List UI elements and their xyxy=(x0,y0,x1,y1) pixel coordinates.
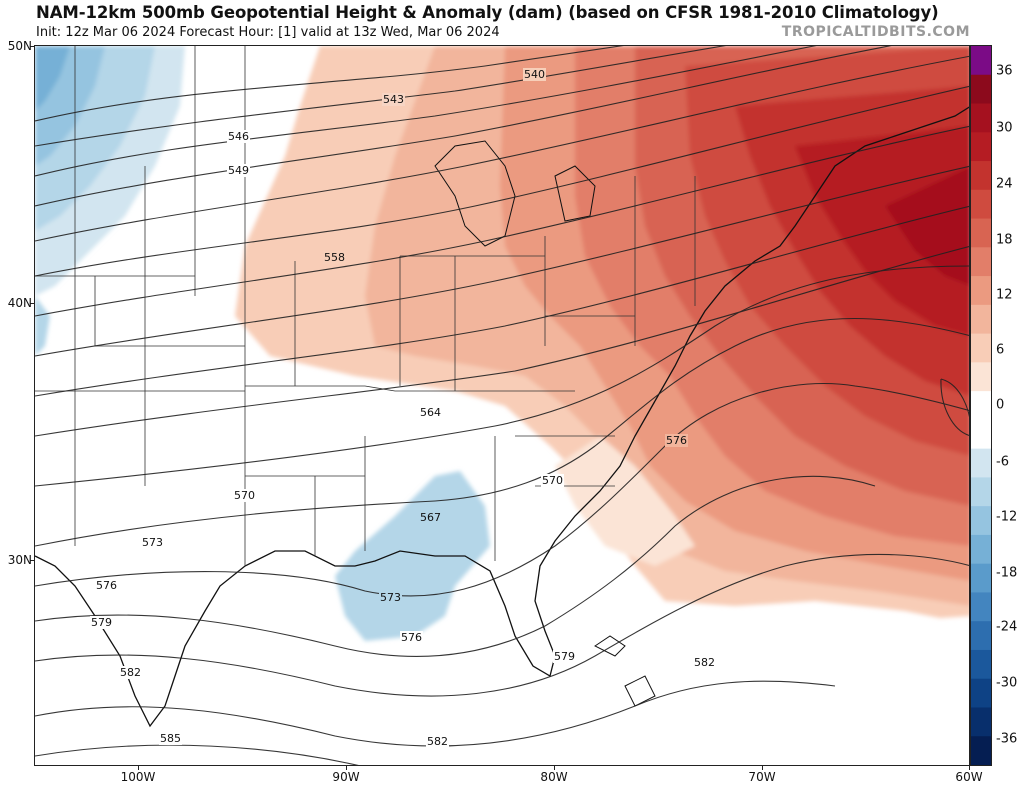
colorbar-swatch xyxy=(971,477,991,507)
colorbar-svg xyxy=(971,46,991,766)
colorbar-label: -12 xyxy=(996,509,1018,525)
colorbar-swatch xyxy=(971,592,991,622)
lon-label-70w: 70W xyxy=(748,770,776,784)
colorbar-label: 18 xyxy=(996,232,1013,248)
colorbar-swatch xyxy=(971,448,991,478)
height-contours xyxy=(35,46,969,765)
colorbar-swatch xyxy=(971,74,991,105)
lon-label-100w: 100W xyxy=(120,770,156,784)
contour-label: 579 xyxy=(90,616,113,629)
lat-tick xyxy=(30,303,34,304)
colorbar-swatch xyxy=(971,362,991,392)
colorbar-swatch xyxy=(971,621,991,651)
lon-tick xyxy=(969,766,970,770)
colorbar-label: 12 xyxy=(996,287,1013,303)
chart-title: NAM-12km 500mb Geopotential Height & Ano… xyxy=(36,3,939,22)
colorbar-swatch xyxy=(971,333,991,363)
anomaly-colorbar xyxy=(970,45,992,766)
positive-anomaly-shading xyxy=(235,46,969,618)
colorbar-swatch xyxy=(971,189,991,220)
contour-label: 576 xyxy=(400,631,423,644)
colorbar-swatch xyxy=(971,247,991,277)
colorbar-swatch xyxy=(971,103,991,133)
contour-label: 549 xyxy=(227,164,250,177)
contour-label: 576 xyxy=(665,434,688,447)
map-svg xyxy=(35,46,969,765)
colorbar-swatch xyxy=(971,563,991,594)
lon-tick xyxy=(554,766,555,770)
colorbar-label: -6 xyxy=(996,454,1009,470)
colorbar-label: -36 xyxy=(996,731,1018,747)
contour-label: 573 xyxy=(379,591,402,604)
lat-tick xyxy=(30,560,34,561)
colorbar-swatch xyxy=(971,707,991,737)
colorbar-label: -24 xyxy=(996,619,1018,635)
colorbar-swatch xyxy=(971,304,991,335)
colorbar-swatch xyxy=(971,534,991,565)
map-panel: 540 543 546 549 558 564 567 570 570 573 … xyxy=(34,45,970,766)
lon-label-60w: 60W xyxy=(955,770,983,784)
lat-label-30n: 30N xyxy=(7,553,32,567)
colorbar-label: 0 xyxy=(996,397,1005,413)
contour-label: 585 xyxy=(159,732,182,745)
lat-label-50n: 50N xyxy=(7,39,32,53)
chart-subtitle: Init: 12z Mar 06 2024 Forecast Hour: [1]… xyxy=(36,25,500,40)
colorbar-swatch xyxy=(971,276,991,306)
colorbar-swatch xyxy=(971,161,991,191)
contour-label: 573 xyxy=(141,536,164,549)
colorbar-swatch xyxy=(971,506,991,536)
contour-label: 582 xyxy=(693,656,716,669)
contour-label: 579 xyxy=(553,650,576,663)
colorbar-label: -18 xyxy=(996,565,1018,581)
lon-tick xyxy=(346,766,347,770)
colorbar-swatch xyxy=(971,419,991,450)
contour-label: 582 xyxy=(426,735,449,748)
colorbar-label: 36 xyxy=(996,63,1013,79)
colorbar-swatch xyxy=(971,218,991,248)
colorbar-swatch xyxy=(971,46,991,76)
contour-label: 567 xyxy=(419,511,442,524)
colorbar-label: 24 xyxy=(996,176,1013,192)
colorbar-swatch xyxy=(971,649,991,680)
contour-label: 540 xyxy=(523,68,546,81)
contour-label: 570 xyxy=(541,474,564,487)
lon-tick xyxy=(138,766,139,770)
lon-label-90w: 90W xyxy=(332,770,360,784)
lon-label-80w: 80W xyxy=(540,770,568,784)
lat-tick xyxy=(30,46,34,47)
colorbar-label: 6 xyxy=(996,342,1005,358)
contour-label: 543 xyxy=(382,93,405,106)
colorbar-label: -30 xyxy=(996,675,1018,691)
colorbar-label: 30 xyxy=(996,120,1013,136)
colorbar-swatch xyxy=(971,678,991,709)
colorbar-swatch xyxy=(971,736,991,766)
contour-label: 564 xyxy=(419,406,442,419)
contour-label: 546 xyxy=(227,130,250,143)
lon-tick xyxy=(762,766,763,770)
colorbar-swatch xyxy=(971,132,991,162)
contour-label: 558 xyxy=(323,251,346,264)
site-watermark: TROPICALTIDBITS.COM xyxy=(781,24,970,40)
contour-label: 576 xyxy=(95,579,118,592)
coastlines xyxy=(35,106,969,728)
contour-label: 582 xyxy=(119,666,142,679)
lat-label-40n: 40N xyxy=(7,296,32,310)
colorbar-swatch xyxy=(971,391,991,421)
state-borders xyxy=(35,46,696,566)
contour-label: 570 xyxy=(233,489,256,502)
